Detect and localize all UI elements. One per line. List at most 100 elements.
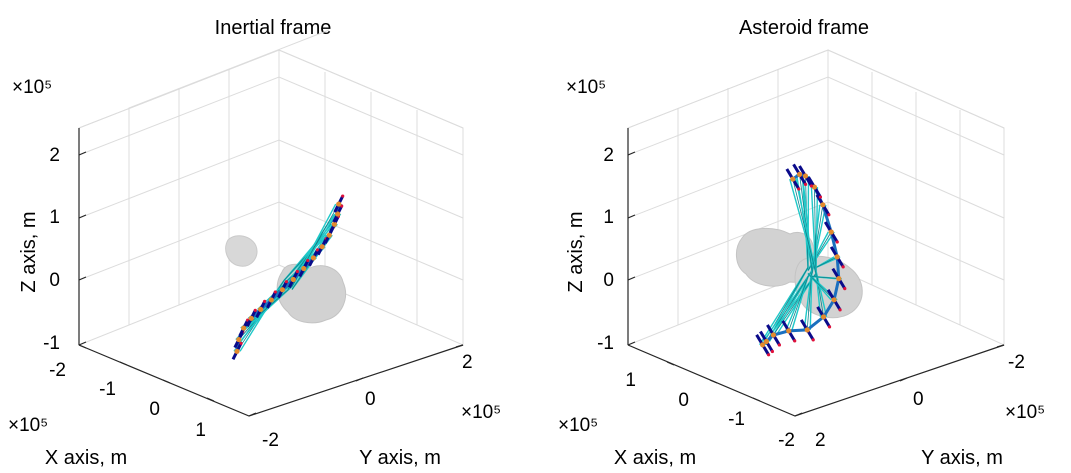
x-tick: 0 <box>149 399 160 420</box>
spacecraft-tip <box>284 280 289 284</box>
panel-inertial: Inertial frame <box>8 17 501 469</box>
trajectory-node <box>234 348 240 354</box>
spacecraft-tip <box>835 240 839 244</box>
trajectory-node <box>831 297 837 303</box>
y-multiplier: ×10⁵ <box>461 402 501 423</box>
trajectory-node <box>268 297 274 303</box>
trajectory-node <box>763 338 770 345</box>
trajectory-node <box>301 265 307 272</box>
trajectory-node <box>820 202 826 208</box>
spacecraft-tip <box>843 287 847 291</box>
spacecraft-tip <box>239 341 243 345</box>
tether-line <box>811 204 827 274</box>
trajectory-node <box>820 314 827 320</box>
spacecraft-tip <box>295 269 299 274</box>
tether-line <box>795 178 817 274</box>
y-tick: 0 <box>913 389 924 410</box>
tether-line <box>803 267 813 330</box>
y-axis-label: Y axis, m <box>921 447 1003 469</box>
tether-line <box>815 256 838 268</box>
y-tick: 2 <box>815 430 826 451</box>
x-tick: 1 <box>195 420 206 441</box>
spacecraft-tip <box>803 182 808 186</box>
spacecraft-tip <box>767 353 771 357</box>
trajectory-node <box>258 306 264 312</box>
z-tick: 2 <box>603 145 614 166</box>
z-tick: 0 <box>603 270 614 291</box>
grid-lines <box>627 49 1005 346</box>
spacecraft-tip <box>797 187 801 191</box>
panel-asteroid: Asteroid frame <box>558 17 1045 469</box>
y-tick: 2 <box>462 352 473 373</box>
z-axis-label: Z axis, m <box>565 211 587 292</box>
tether-line <box>791 276 809 332</box>
trajectory-node <box>786 328 792 334</box>
x-tick: -2 <box>778 430 795 451</box>
tether-line <box>815 270 828 318</box>
spacecraft-tip <box>273 290 277 294</box>
z-multiplier: ×10⁵ <box>12 77 52 98</box>
trajectory-node <box>804 327 810 333</box>
y-multiplier: ×10⁵ <box>1005 402 1045 423</box>
z-tick: 1 <box>603 207 614 228</box>
grid-lines <box>78 29 464 346</box>
x-tick: 1 <box>625 370 636 391</box>
tether-line <box>769 273 817 336</box>
x-axis-label: X axis, m <box>614 447 696 469</box>
y-tick: 0 <box>365 389 376 410</box>
z-tick: 2 <box>49 145 60 166</box>
axis-lines <box>78 128 464 417</box>
x-tick: -1 <box>728 409 745 430</box>
trajectory-node <box>790 176 796 182</box>
spacecraft-markers <box>231 194 345 360</box>
spacecraft-tip <box>841 265 845 269</box>
spacecraft-tip <box>811 338 815 342</box>
spacecraft-tip <box>827 325 832 329</box>
trajectory-node <box>811 184 818 190</box>
z-tick: 0 <box>49 270 60 291</box>
trajectory-node <box>836 276 842 282</box>
tether-line <box>810 187 817 277</box>
spacecraft-tip <box>827 213 831 217</box>
trajectory-node <box>796 171 803 177</box>
tether-line <box>789 178 817 274</box>
x-tick: -2 <box>49 360 66 381</box>
trajectory-node <box>319 244 325 250</box>
spacecraft-markers <box>755 163 847 357</box>
spacecraft-tip <box>306 258 310 263</box>
trajectory-node <box>802 173 809 179</box>
trajectory-node <box>828 229 834 235</box>
tether-line <box>785 276 809 332</box>
spacecraft-tip <box>315 248 320 252</box>
tether-line <box>773 273 817 336</box>
x-tick: -1 <box>99 379 116 400</box>
z-axis-label: Z axis, m <box>18 211 40 292</box>
x-multiplier: ×10⁵ <box>558 415 598 436</box>
z-multiplier: ×10⁵ <box>566 77 606 98</box>
tether-line <box>815 187 819 277</box>
tether-line <box>815 270 824 317</box>
z-tick: 1 <box>49 207 60 228</box>
trajectory-node <box>248 315 254 321</box>
y-tick: -2 <box>262 430 279 451</box>
tether-line <box>814 187 817 277</box>
trajectory-node <box>241 325 247 331</box>
spacecraft-tip <box>793 339 797 343</box>
panel-title: Asteroid frame <box>739 17 869 39</box>
z-tick: -1 <box>597 333 614 354</box>
trajectory-node <box>310 255 317 261</box>
spacecraft-tip <box>818 195 823 199</box>
spacecraft-tip <box>809 184 814 188</box>
axis-lines <box>627 128 1005 417</box>
tether-line <box>792 178 817 274</box>
trajectory-node <box>834 254 840 260</box>
x-axis-label: X axis, m <box>45 447 127 469</box>
trajectory-node <box>331 221 337 227</box>
trajectory-node <box>290 276 296 283</box>
trajectory-node <box>760 342 766 348</box>
spacecraft-tip <box>341 194 345 198</box>
trajectory-node <box>336 201 342 207</box>
trajectory-node <box>326 232 332 238</box>
y-axis-label: Y axis, m <box>359 447 441 469</box>
